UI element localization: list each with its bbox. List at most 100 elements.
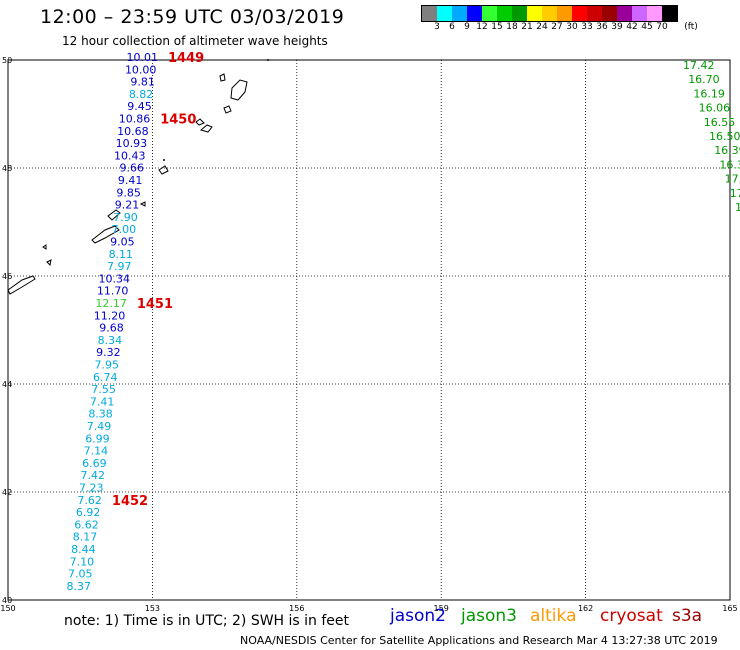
- pass-time-labels: 1449 1450 1451 1452: [112, 51, 204, 509]
- wave-height-value: 16.50: [709, 130, 740, 143]
- color-scale-label: 30: [566, 22, 578, 32]
- wave-height-value: 16.70: [688, 73, 720, 86]
- color-scale-bar: [421, 5, 678, 22]
- lat-tick-label: 40: [2, 596, 12, 605]
- lon-tick-label: 159: [434, 604, 449, 613]
- color-scale-label: 12: [476, 22, 488, 32]
- island-outlines: [7, 59, 269, 295]
- pass-time-label: 1450: [160, 113, 196, 128]
- color-swatch: [467, 6, 482, 21]
- lon-tick-label: 153: [145, 604, 160, 613]
- lat-tick-label: 42: [2, 488, 12, 497]
- island-outline: [230, 79, 248, 101]
- color-swatch: [527, 6, 542, 21]
- wave-height-value: 7.42: [81, 469, 106, 482]
- wave-height-value: 9.41: [118, 174, 143, 187]
- satellite-legend-item: jason2: [390, 606, 446, 626]
- wave-height-value: 7.23: [79, 482, 104, 495]
- credit-line: NOAA/NESDIS Center for Satellite Applica…: [240, 634, 718, 647]
- lon-tick-label: 156: [289, 604, 304, 613]
- color-swatch: [437, 6, 452, 21]
- island-outline: [91, 225, 120, 244]
- wave-height-value: 10.86: [119, 113, 151, 126]
- wave-height-value: 17.4: [725, 173, 740, 186]
- color-scale-label: 6: [449, 22, 455, 32]
- wave-height-value: 7.97: [107, 260, 132, 273]
- color-swatch: [662, 6, 677, 21]
- wave-height-value: 1: [735, 201, 740, 214]
- wave-height-value: 16.3: [719, 158, 740, 171]
- island-outline: [7, 275, 36, 295]
- wave-height-value: 9.05: [110, 236, 135, 249]
- color-swatch: [557, 6, 572, 21]
- color-scale-unit: (ft): [684, 22, 698, 32]
- altimeter-track-west: 10.0110.009.818.829.4510.8610.6810.9310.…: [67, 51, 159, 593]
- wave-height-value: 9.32: [96, 346, 121, 359]
- wave-height-value: 8.34: [98, 334, 123, 347]
- wave-height-value: 8.38: [88, 408, 113, 421]
- color-swatch: [647, 6, 662, 21]
- lon-tick-label: 162: [578, 604, 593, 613]
- footer-note: note: 1) Time is in UTC; 2) SWH is in fe…: [64, 613, 350, 629]
- chart-title: 12:00 – 23:59 UTC 03/03/2019: [40, 6, 345, 28]
- color-swatch: [482, 6, 497, 21]
- satellite-legend-item: cryosat: [600, 606, 663, 626]
- wave-height-value: 16.06: [699, 102, 731, 115]
- wave-height-value: 8.37: [67, 580, 92, 593]
- wave-height-value: 10.93: [116, 137, 148, 150]
- lat-tick-label: 50: [2, 56, 12, 65]
- island-outline: [107, 209, 121, 221]
- wave-height-value: 10.68: [117, 125, 149, 138]
- color-scale-label: 27: [551, 22, 563, 32]
- color-scale-label: 45: [641, 22, 653, 32]
- color-scale-label: 24: [536, 22, 548, 32]
- wave-height-value: 9.21: [115, 199, 140, 212]
- wave-height-value: 6.74: [93, 371, 118, 384]
- wave-height-value: 10.43: [114, 149, 146, 162]
- pass-time-label: 1449: [168, 51, 204, 66]
- island-outline: [195, 118, 205, 126]
- wave-height-value: 9.66: [119, 162, 144, 175]
- wave-height-value: 12.17: [95, 297, 127, 310]
- color-swatch: [602, 6, 617, 21]
- wave-height-value: 9.68: [99, 322, 124, 335]
- island-outline: [139, 201, 146, 207]
- color-scale-labels: 3 6 9 12 15 18 21 24 27 30 33 36 39 42 45 70 (ft): [421, 22, 740, 34]
- wave-height-value: 11.20: [94, 309, 126, 322]
- wave-height-value: 7.10: [70, 555, 95, 568]
- island-dot: [267, 59, 269, 61]
- wave-height-value: 17.42: [683, 59, 715, 72]
- lat-tick-label: 44: [2, 380, 12, 389]
- wave-height-value: 7.55: [91, 383, 116, 396]
- wave-height-value: 10.34: [98, 272, 130, 285]
- wave-height-value: 6.99: [85, 432, 110, 445]
- lat-tick-label: 46: [2, 272, 12, 281]
- color-scale-label: 42: [626, 22, 638, 32]
- color-swatch: [452, 6, 467, 21]
- satellite-legend-item: altika: [530, 606, 577, 626]
- color-swatch: [497, 6, 512, 21]
- wave-height-value: 10.00: [125, 63, 157, 76]
- pass-time-label: 1452: [112, 494, 148, 509]
- color-swatch: [572, 6, 587, 21]
- wave-height-value: 6.62: [74, 518, 99, 531]
- wave-height-value: 7.41: [90, 395, 115, 408]
- wave-height-value: 7.00: [112, 223, 137, 236]
- island-outline: [46, 259, 52, 267]
- wave-height-value: 6.92: [76, 506, 101, 519]
- lat-tick-label: 48: [2, 164, 12, 173]
- color-scale-label: 33: [581, 22, 593, 32]
- wave-height-value: 17: [730, 187, 740, 200]
- island-outline: [199, 124, 213, 133]
- wave-height-value: 16.39: [714, 144, 740, 157]
- satellite-legend-item: jason3: [461, 606, 517, 626]
- wave-height-value: 8.44: [71, 543, 96, 556]
- island-outline: [42, 244, 47, 250]
- color-scale-label: 15: [491, 22, 503, 32]
- color-scale-label: 36: [596, 22, 608, 32]
- wave-height-value: 8.82: [129, 88, 154, 101]
- wave-height-value: 9.85: [116, 186, 141, 199]
- wave-height-value: 7.62: [77, 494, 102, 507]
